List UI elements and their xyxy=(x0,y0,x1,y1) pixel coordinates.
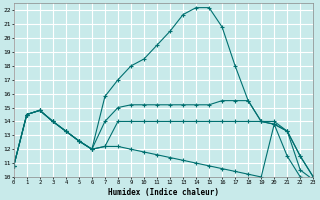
X-axis label: Humidex (Indice chaleur): Humidex (Indice chaleur) xyxy=(108,188,219,197)
